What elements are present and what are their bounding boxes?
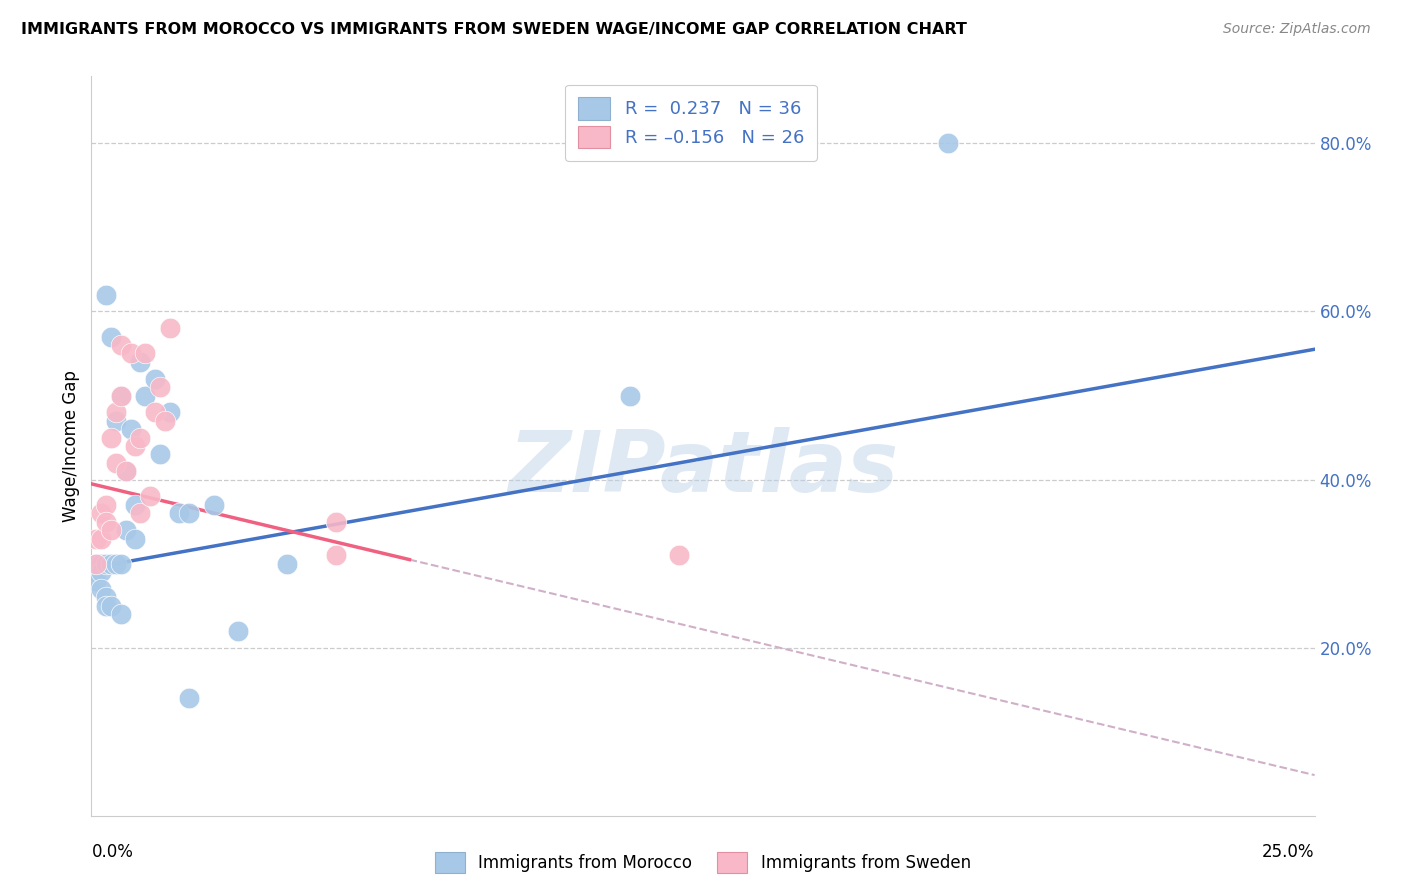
Point xyxy=(124,439,146,453)
Point xyxy=(143,405,166,419)
Point xyxy=(110,338,132,352)
Point xyxy=(94,557,117,571)
Point xyxy=(936,136,959,150)
Point xyxy=(100,523,122,537)
Point xyxy=(120,422,142,436)
Text: Source: ZipAtlas.com: Source: ZipAtlas.com xyxy=(1223,22,1371,37)
Point xyxy=(325,515,347,529)
Point xyxy=(325,549,347,563)
Point xyxy=(100,431,122,445)
Point xyxy=(668,549,690,563)
Point xyxy=(84,532,107,546)
Point xyxy=(94,515,117,529)
Point xyxy=(179,691,201,706)
Point xyxy=(129,355,152,369)
Point xyxy=(134,346,156,360)
Point xyxy=(114,523,136,537)
Point xyxy=(149,447,172,461)
Point xyxy=(110,388,132,402)
Point xyxy=(110,388,132,402)
Point xyxy=(159,405,181,419)
Point xyxy=(84,557,107,571)
Legend: R =  0.237   N = 36, R = –0.156   N = 26: R = 0.237 N = 36, R = –0.156 N = 26 xyxy=(565,85,817,161)
Point xyxy=(90,582,112,596)
Point xyxy=(139,490,162,504)
Point xyxy=(114,464,136,478)
Point xyxy=(84,565,107,579)
Point xyxy=(110,557,132,571)
Point xyxy=(94,599,117,613)
Y-axis label: Wage/Income Gap: Wage/Income Gap xyxy=(62,370,80,522)
Point xyxy=(159,321,181,335)
Point xyxy=(129,506,152,520)
Point xyxy=(276,557,298,571)
Point xyxy=(84,557,107,571)
Point xyxy=(104,456,127,470)
Point xyxy=(100,599,122,613)
Point xyxy=(149,380,172,394)
Point xyxy=(90,565,112,579)
Point xyxy=(90,557,112,571)
Point xyxy=(169,506,191,520)
Point xyxy=(124,532,146,546)
Point xyxy=(114,464,136,478)
Point xyxy=(120,346,142,360)
Text: IMMIGRANTS FROM MOROCCO VS IMMIGRANTS FROM SWEDEN WAGE/INCOME GAP CORRELATION CH: IMMIGRANTS FROM MOROCCO VS IMMIGRANTS FR… xyxy=(21,22,967,37)
Point xyxy=(104,414,127,428)
Legend: Immigrants from Morocco, Immigrants from Sweden: Immigrants from Morocco, Immigrants from… xyxy=(429,846,977,880)
Point xyxy=(104,405,127,419)
Point xyxy=(90,506,112,520)
Point xyxy=(124,498,146,512)
Point xyxy=(100,557,122,571)
Point xyxy=(129,431,152,445)
Point xyxy=(90,532,112,546)
Point xyxy=(110,607,132,622)
Point xyxy=(94,498,117,512)
Text: 25.0%: 25.0% xyxy=(1263,843,1315,861)
Text: 0.0%: 0.0% xyxy=(91,843,134,861)
Point xyxy=(619,388,641,402)
Point xyxy=(202,498,225,512)
Point xyxy=(94,591,117,605)
Point xyxy=(134,388,156,402)
Point xyxy=(143,372,166,386)
Point xyxy=(104,557,127,571)
Point xyxy=(94,287,117,301)
Point xyxy=(84,574,107,588)
Point xyxy=(179,506,201,520)
Point xyxy=(100,329,122,343)
Point xyxy=(226,624,249,639)
Point xyxy=(153,414,176,428)
Text: ZIPatlas: ZIPatlas xyxy=(508,426,898,509)
